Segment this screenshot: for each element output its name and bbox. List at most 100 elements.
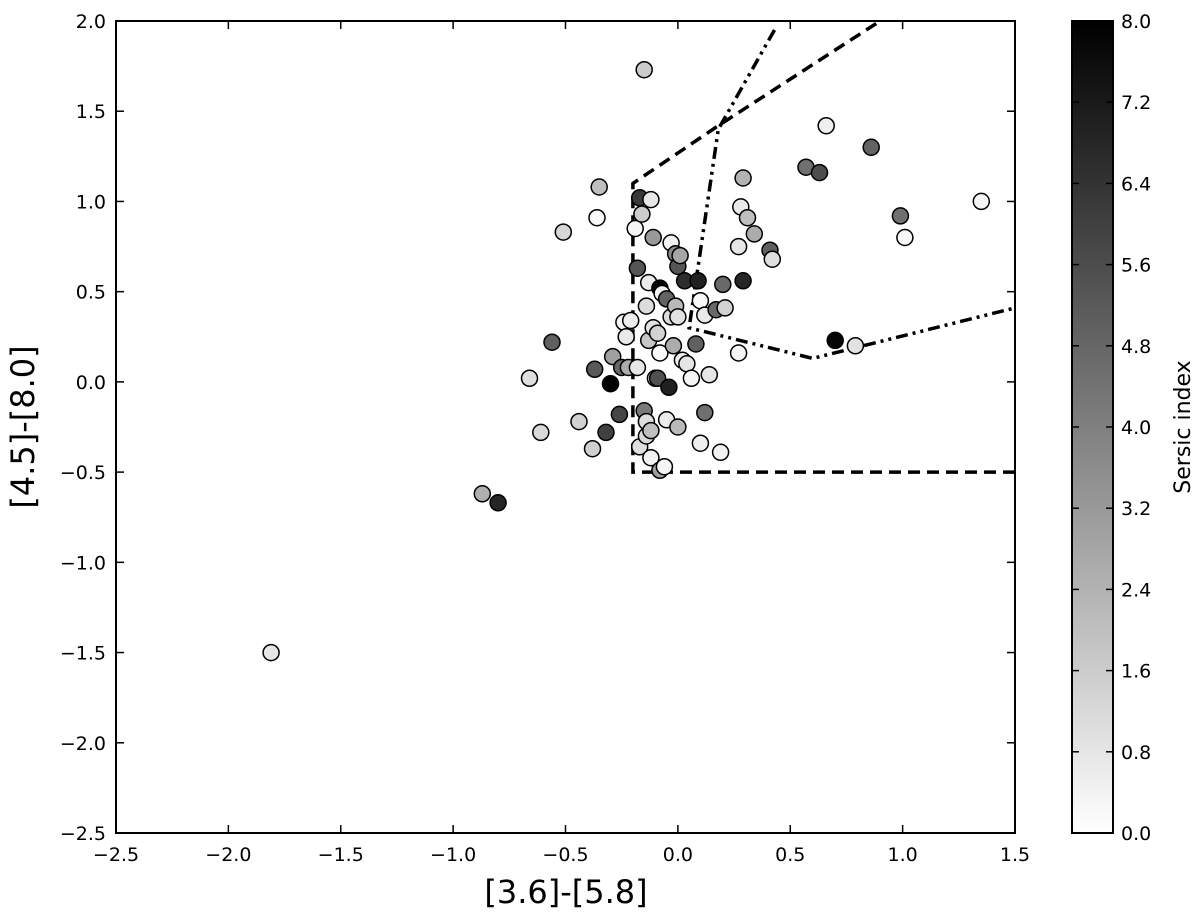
data-point (590, 178, 608, 196)
data-point (588, 208, 606, 227)
data-point (729, 237, 748, 256)
data-point (532, 423, 550, 442)
data-point (810, 163, 829, 182)
colorbar-title: Sersic index (1171, 360, 1196, 493)
data-point (543, 333, 561, 351)
y-tick-label: −1.0 (60, 552, 106, 574)
data-point (664, 337, 683, 355)
data-point (621, 311, 640, 330)
y-axis-title: [4.5]-[8.0] (4, 345, 42, 508)
colorbar-tick-label: 8.0 (1121, 11, 1151, 33)
y-tick-label: 1.5 (76, 101, 106, 123)
y-tick-label: −0.5 (60, 462, 106, 484)
data-point (896, 228, 914, 247)
data-point (691, 291, 710, 310)
colorbar-tick-label: 3.2 (1121, 498, 1151, 520)
data-point (714, 275, 732, 294)
data-point (696, 403, 714, 422)
region-boundary-dashed (631, 19, 1015, 474)
x-tick-label: −1.5 (318, 844, 364, 866)
data-point (617, 328, 635, 346)
data-point (660, 378, 678, 397)
data-point (846, 337, 865, 355)
data-point (716, 299, 734, 317)
y-tick-label: −2.5 (60, 823, 106, 845)
data-point (763, 250, 782, 268)
data-point (691, 434, 710, 452)
data-point (642, 448, 660, 467)
data-point (648, 324, 667, 342)
y-tick-label: 2.0 (76, 11, 106, 33)
x-axis-ticks: −2.5 −2.0 −1.5 −1.0 −0.5 0.0 0.5 1.0 1.5 (93, 21, 1030, 866)
data-point (597, 423, 615, 442)
colorbar-tick-label: 6.4 (1121, 173, 1151, 195)
x-tick-label: 1.5 (1000, 844, 1030, 866)
colorbar-tick-label: 1.6 (1121, 661, 1151, 683)
x-tick-label: −1.0 (430, 844, 476, 866)
data-point (635, 60, 653, 79)
data-point (644, 228, 662, 247)
colorbar-tick-label: 4.0 (1121, 417, 1151, 439)
x-tick-label: 1.0 (888, 844, 918, 866)
data-point (637, 297, 656, 315)
data-point (610, 405, 629, 424)
data-point (711, 443, 730, 462)
data-point (817, 116, 835, 135)
data-point (628, 259, 647, 277)
data-point (626, 219, 644, 238)
x-axis-title: [3.6]-[5.8] (484, 873, 647, 911)
x-tick-label: 0.0 (663, 844, 693, 866)
region-lines (631, 19, 1016, 474)
data-point (520, 369, 539, 388)
data-point (862, 138, 880, 157)
data-point (891, 207, 910, 225)
data-point (729, 344, 748, 362)
data-point (700, 365, 719, 384)
data-point (734, 272, 752, 290)
x-tick-label: −2.0 (205, 844, 251, 866)
data-point (826, 331, 844, 350)
x-tick-label: −0.5 (542, 844, 588, 866)
colorbar-tick-label: 2.4 (1121, 579, 1151, 601)
colorbar-tick-label: 4.8 (1121, 336, 1151, 358)
y-tick-label: 0.5 (76, 282, 106, 304)
y-tick-label: −2.0 (60, 733, 106, 755)
plot-frame (115, 20, 1016, 834)
data-point (655, 457, 674, 476)
colorbar-tick-label: 7.2 (1121, 92, 1151, 114)
data-point (583, 439, 602, 458)
y-tick-label: 1.0 (76, 191, 106, 213)
colorbar-ticks: 0.0 0.8 1.6 2.4 3.2 4.0 4.8 5.6 6.4 7.2 8.0 (1072, 11, 1151, 845)
data-point (648, 369, 667, 388)
data-point (682, 369, 701, 388)
y-axis-ticks: −2.5 −2.0 −1.5 −1.0 −0.5 0.0 0.5 1.0 1.5 2.0 (60, 11, 1015, 845)
data-point (642, 421, 660, 440)
data-points (262, 60, 991, 662)
y-tick-label: −1.5 (60, 643, 106, 665)
data-point (678, 355, 696, 373)
y-tick-label: 0.0 (76, 372, 106, 394)
data-point (734, 169, 752, 187)
data-point (642, 190, 660, 209)
colorbar-tick-label: 0.8 (1121, 742, 1151, 764)
data-point (628, 358, 647, 377)
data-point (651, 344, 669, 362)
colorbar-tick-label: 0.0 (1121, 823, 1151, 845)
data-point (262, 643, 280, 662)
data-point (473, 485, 492, 503)
data-point (633, 205, 651, 223)
data-point (585, 360, 604, 379)
data-point (671, 246, 689, 265)
data-point (669, 308, 687, 326)
region-boundary-dashdot (687, 29, 1016, 361)
x-tick-label: 0.5 (775, 844, 805, 866)
data-point (972, 192, 991, 211)
colorbar-tick-label: 5.6 (1121, 255, 1151, 277)
data-point (601, 374, 620, 393)
data-point (669, 418, 687, 436)
data-point (745, 225, 764, 243)
data-point (687, 335, 705, 353)
data-point (570, 412, 588, 431)
data-point (489, 494, 507, 512)
